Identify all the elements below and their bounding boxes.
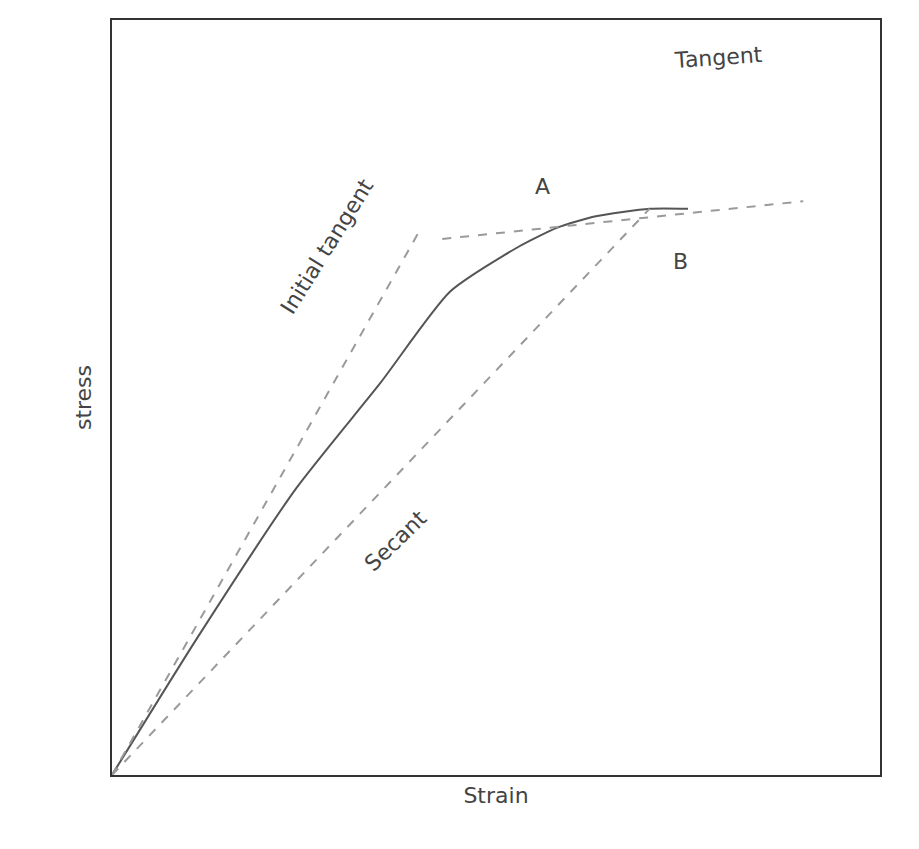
svg-text:Tangent: Tangent [673, 42, 763, 73]
svg-text:Initial tangent: Initial tangent [276, 174, 379, 318]
svg-text:Strain: Strain [463, 783, 528, 808]
svg-text:B: B [673, 249, 688, 274]
svg-text:stress: stress [71, 365, 96, 430]
svg-text:Secant: Secant [360, 505, 432, 576]
svg-text:A: A [535, 174, 550, 199]
